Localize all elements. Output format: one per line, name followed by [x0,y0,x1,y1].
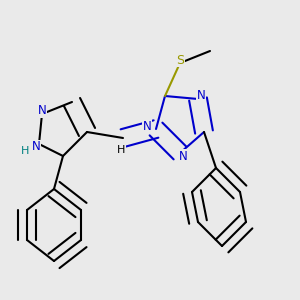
Text: S: S [176,53,184,67]
Text: N: N [178,149,188,163]
Text: H: H [21,146,30,157]
Text: H: H [117,145,126,155]
Text: N: N [32,140,40,154]
Text: N: N [38,104,46,118]
Text: N: N [142,119,152,133]
Text: N: N [196,89,206,103]
